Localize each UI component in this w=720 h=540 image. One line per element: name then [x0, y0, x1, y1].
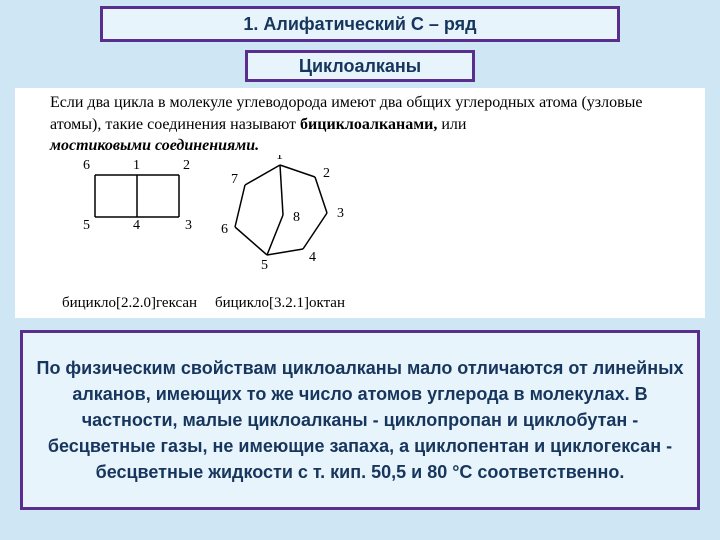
molecular-diagrams: 1 2 3 4 5 6 1 2 3 4 5 6 7 8: [65, 155, 465, 315]
svg-text:7: 7: [231, 172, 238, 187]
page-title-box: 1. Алифатический С – ряд: [100, 6, 620, 42]
svg-text:6: 6: [221, 222, 228, 237]
svg-text:3: 3: [185, 218, 192, 233]
caption-left: бицикло[2.2.0]гексан: [62, 295, 197, 312]
svg-text:5: 5: [83, 218, 90, 233]
svg-text:4: 4: [133, 218, 140, 233]
svg-text:4: 4: [309, 250, 316, 265]
diagram-svg: 1 2 3 4 5 6 1 2 3 4 5 6 7 8: [65, 155, 365, 275]
definition-text: Если два цикла в молекуле углеводорода и…: [50, 92, 690, 157]
subtitle-box: Циклоалканы: [245, 50, 475, 82]
def-bold1: бициклоалканами,: [300, 116, 437, 133]
page-title: 1. Алифатический С – ряд: [243, 14, 476, 35]
svg-text:2: 2: [323, 166, 330, 181]
svg-text:3: 3: [337, 206, 344, 221]
caption-right: бицикло[3.2.1]октан: [215, 295, 345, 312]
svg-text:6: 6: [83, 158, 90, 173]
def-part2: или: [437, 116, 466, 133]
svg-text:1: 1: [276, 155, 283, 163]
properties-box: По физическим свойствам циклоалканы мало…: [20, 330, 700, 510]
properties-text: По физическим свойствам циклоалканы мало…: [35, 355, 685, 485]
svg-text:1: 1: [133, 158, 140, 173]
svg-text:2: 2: [183, 158, 190, 173]
svg-text:8: 8: [293, 210, 300, 225]
subtitle: Циклоалканы: [299, 56, 421, 77]
def-bold2: мостиковыми соединениями.: [50, 137, 259, 154]
svg-text:5: 5: [261, 258, 268, 273]
